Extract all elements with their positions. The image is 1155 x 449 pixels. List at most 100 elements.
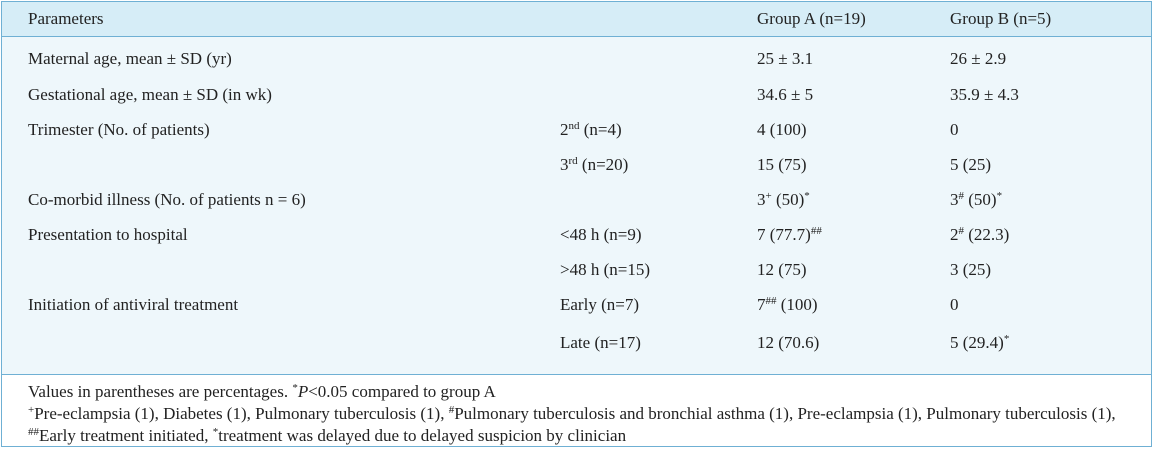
table-cell: 7## (100) — [731, 287, 924, 322]
footnote-line: Values in parentheses are percentages. *… — [28, 381, 1141, 403]
cell-text: 7 — [757, 294, 766, 314]
header-row: Parameters Group A (n=19) Group B (n=5) — [2, 2, 1151, 37]
superscript: * — [1003, 333, 1010, 345]
footnote-text: Pulmonary tuberculosis and bronchial ast… — [454, 404, 1116, 423]
table-cell — [534, 77, 731, 112]
table-cell: 4 (100) — [731, 112, 924, 147]
table-row: Initiation of antiviral treatment Early (… — [2, 287, 1151, 322]
cell-text: 12 (70.6) — [757, 333, 820, 352]
superscript: * — [996, 189, 1003, 202]
cell-text: (n=20) — [577, 154, 629, 174]
footnote-text: treatment was delayed due to delayed sus… — [218, 426, 627, 445]
table-cell: 2nd (n=4) — [534, 112, 731, 147]
cell-text: 3 — [757, 189, 766, 209]
cell-text: 3 (25) — [950, 259, 992, 279]
superscript: * — [292, 382, 298, 394]
cell-text: Initiation of antiviral treatment — [28, 294, 239, 314]
cell-text: Presentation to hospital — [28, 224, 188, 244]
header-cell: Group A (n=19) — [731, 2, 924, 37]
table-cell: 5 (25) — [924, 147, 1151, 182]
table-cell: 3 (25) — [924, 252, 1151, 287]
table-cell: Presentation to hospital — [2, 217, 534, 252]
cell-text: 5 (29.4) — [950, 333, 1004, 352]
cell-text: 7 (77.7) — [757, 224, 811, 244]
cell-text: 3 — [950, 189, 959, 209]
footnote-text: Early treatment initiated, — [39, 426, 213, 445]
cell-text: 3 — [560, 154, 569, 174]
table-cell: Initiation of antiviral treatment — [2, 287, 534, 322]
table-cell — [2, 252, 534, 287]
table-cell: Maternal age, mean ± SD (yr) — [2, 36, 534, 77]
table-cell: Late (n=17) — [534, 322, 731, 375]
table-cell: 3rd (n=20) — [534, 147, 731, 182]
table-cell: 34.6 ± 5 — [731, 77, 924, 112]
superscript: nd — [568, 119, 580, 132]
table-row: Late (n=17) 12 (70.6) 5 (29.4)* — [2, 322, 1151, 375]
table-cell — [534, 182, 731, 217]
header-cell: Group B (n=5) — [924, 2, 1151, 37]
cell-text: 15 (75) — [757, 154, 807, 174]
footnote-text: <0.05 compared to group A — [308, 382, 496, 401]
table-cell: Trimester (No. of patients) — [2, 112, 534, 147]
table-cell: Gestational age, mean ± SD (in wk) — [2, 77, 534, 112]
table-cell: 15 (75) — [731, 147, 924, 182]
cell-text: 26 ± 2.9 — [950, 49, 1007, 68]
table-cell: 25 ± 3.1 — [731, 36, 924, 77]
superscript: # — [958, 224, 965, 237]
superscript: * — [804, 189, 810, 202]
table-row: Gestational age, mean ± SD (in wk) 34.6 ±… — [2, 77, 1151, 112]
table-cell — [2, 147, 534, 182]
header-text: Group A (n=19) — [757, 9, 866, 28]
table-cell: 3+ (50)* — [731, 182, 924, 217]
italic-text: P — [297, 382, 309, 401]
table-cell: Co-morbid illness (No. of patients n = 6… — [2, 182, 534, 217]
table-cell: 26 ± 2.9 — [924, 36, 1151, 77]
cell-text: >48 h (n=15) — [560, 259, 650, 279]
table-cell: 3# (50)* — [924, 182, 1151, 217]
cell-text: Late (n=17) — [560, 333, 641, 352]
cell-text: (100) — [776, 294, 818, 314]
superscript: ## — [765, 294, 777, 307]
cell-text: Co-morbid illness (No. of patients n = 6… — [28, 189, 306, 209]
cell-text: Gestational age, mean ± SD (in wk) — [28, 84, 272, 104]
superscript: + — [28, 404, 35, 416]
superscript: * — [212, 426, 219, 438]
table-body: Parameters Group A (n=19) Group B (n=5) Mat… — [2, 2, 1151, 375]
cell-text: 0 — [950, 119, 959, 139]
footnote-text: Pre-eclampsia (1), Diabetes (1), Pulmona… — [34, 404, 449, 423]
header-cell — [534, 2, 731, 37]
table-row: Co-morbid illness (No. of patients n = 6… — [2, 182, 1151, 217]
table-cell: 7 (77.7)## — [731, 217, 924, 252]
table-row: >48 h (n=15) 12 (75) 3 (25) — [2, 252, 1151, 287]
table-cell: 12 (75) — [731, 252, 924, 287]
cell-text: Trimester (No. of patients) — [28, 119, 210, 139]
cell-text: 25 ± 3.1 — [757, 49, 814, 68]
cell-text: 2 — [950, 224, 959, 244]
table-cell: 35.9 ± 4.3 — [924, 77, 1151, 112]
footnote-text: Values in parentheses are percentages. — [28, 382, 293, 401]
table-cell: 5 (29.4)* — [924, 322, 1151, 375]
table-row: Presentation to hospital <48 h (n=9) 7 (77… — [2, 217, 1151, 252]
cell-text: 0 — [950, 294, 959, 314]
table-row: Maternal age, mean ± SD (yr) 25 ± 3.1 26 ±… — [2, 36, 1151, 77]
table-cell: Early (n=7) — [534, 287, 731, 322]
cell-text: 35.9 ± 4.3 — [950, 84, 1019, 104]
header-cell: Parameters — [2, 2, 534, 37]
cell-text: 12 (75) — [757, 259, 807, 279]
table-row: 3rd (n=20) 15 (75) 5 (25) — [2, 147, 1151, 182]
table-cell: >48 h (n=15) — [534, 252, 731, 287]
table-cell: 12 (70.6) — [731, 322, 924, 375]
superscript: rd — [568, 154, 578, 167]
cell-text: 5 (25) — [950, 154, 992, 174]
cell-text: (50) — [771, 189, 805, 209]
superscript: ## — [810, 224, 822, 237]
table-cell: 0 — [924, 287, 1151, 322]
table-cell — [2, 322, 534, 375]
cell-text: (n=4) — [579, 119, 622, 139]
table-cell: 0 — [924, 112, 1151, 147]
superscript: + — [765, 189, 772, 202]
cell-text: 2 — [560, 119, 569, 139]
cell-text: 34.6 ± 5 — [757, 84, 814, 104]
